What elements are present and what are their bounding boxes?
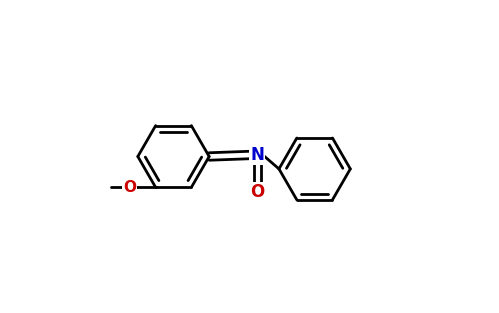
Text: N: N [250,146,264,164]
Text: O: O [123,180,136,195]
Text: O: O [250,183,264,201]
